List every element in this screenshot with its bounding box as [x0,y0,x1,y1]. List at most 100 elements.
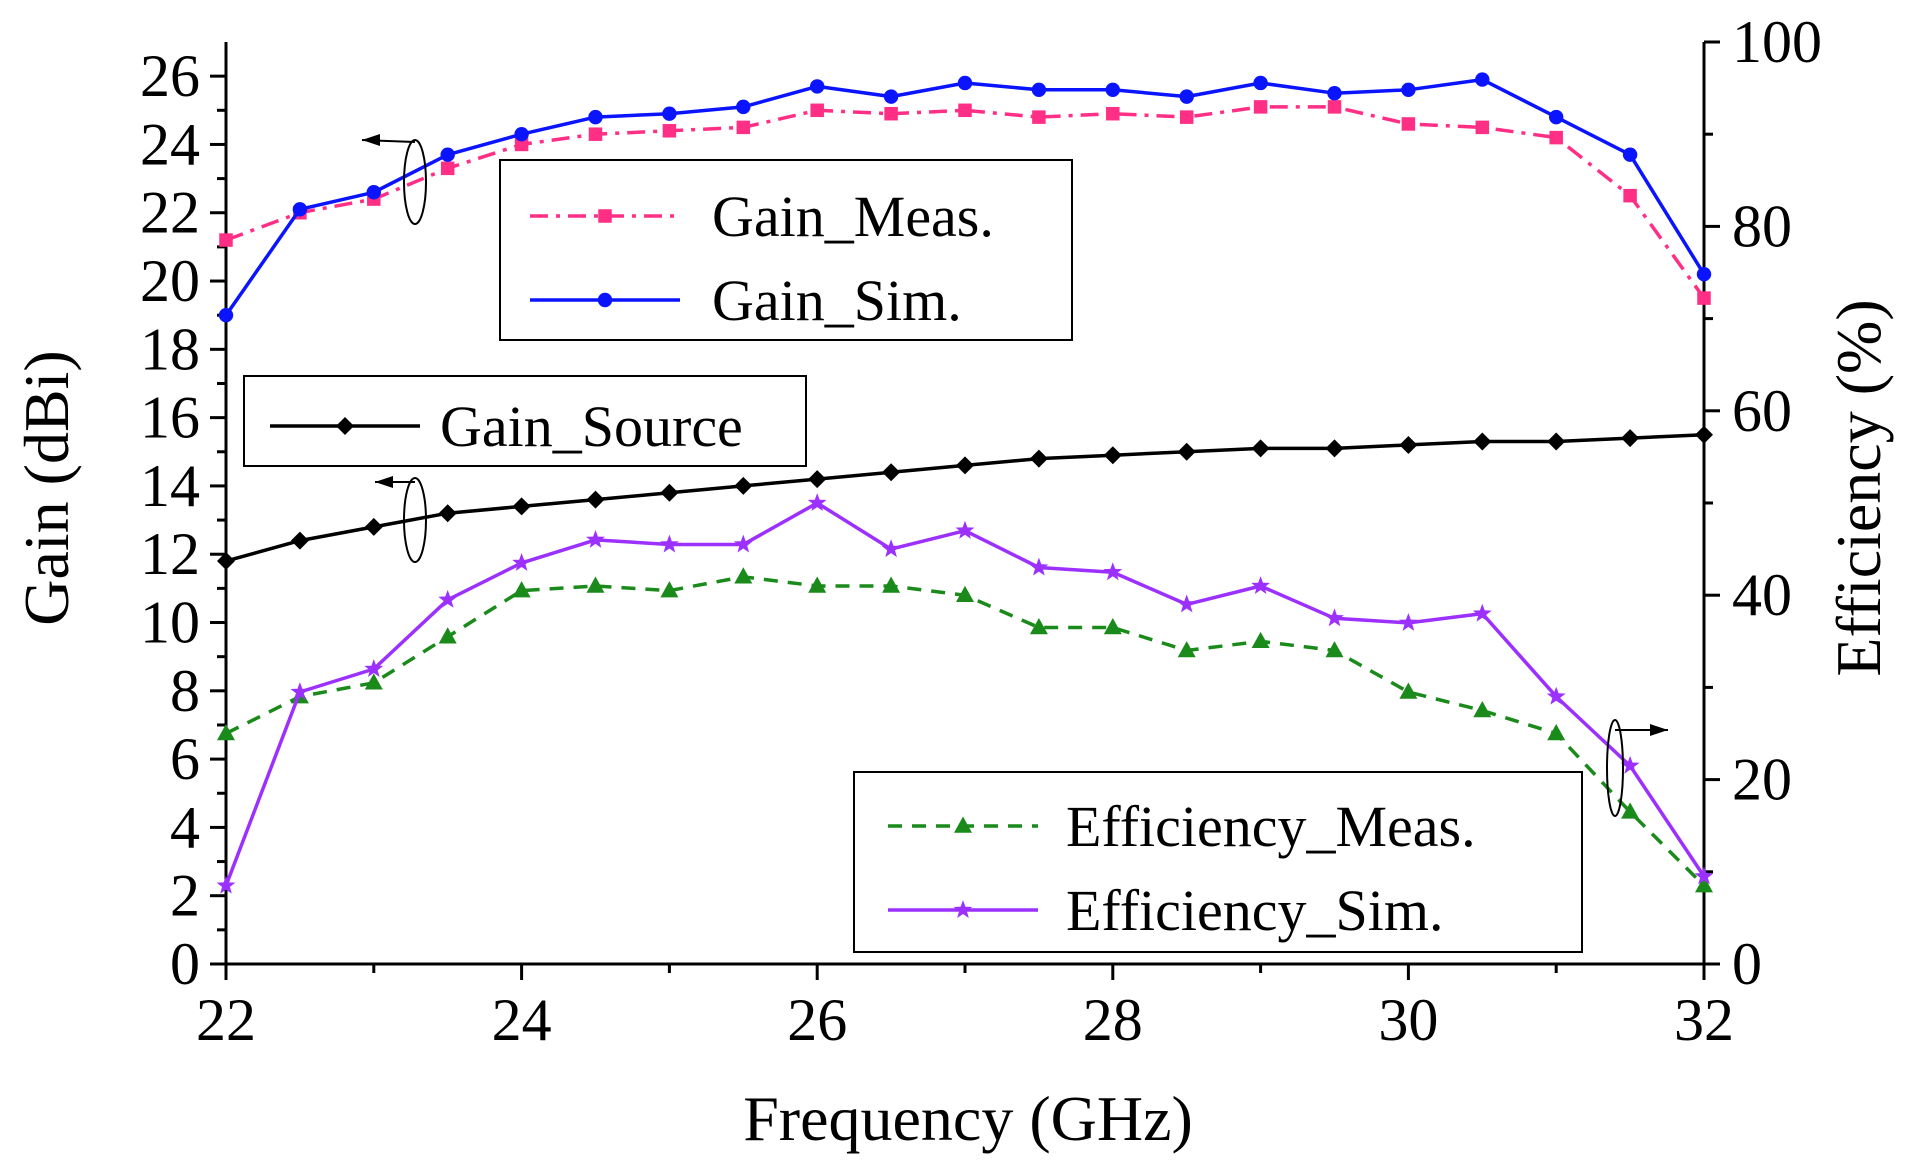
data-point [1103,562,1123,581]
data-point [882,463,901,482]
data-point [662,106,677,121]
data-point [1177,594,1197,613]
y-right-tick-label: 80 [1732,193,1792,259]
data-point [1473,432,1492,451]
y-right-tick-label: 100 [1732,9,1822,75]
y-left-tick-label: 24 [140,111,200,177]
data-point [514,127,529,142]
data-point [1177,641,1196,658]
data-point [1622,147,1638,162]
data-point [1695,876,1713,893]
legend-box [499,159,1073,341]
legend-gain: Gain_Meas. Gain_Sim. [499,159,1073,341]
data-point [958,103,972,118]
data-point [290,682,310,700]
y-left-tick-label: 6 [170,726,200,792]
data-point [1106,106,1120,121]
y-axis-left-title: Gain (dBi) [11,350,82,626]
data-point [1325,439,1344,458]
data-point [956,585,974,602]
data-point [956,456,974,475]
data-point [219,233,233,247]
x-tick-label: 32 [1674,987,1734,1053]
data-point [1105,82,1121,98]
y-left-tick-label: 16 [140,385,200,451]
data-point [1031,82,1047,98]
legend-gain-source: Gain_Source [243,375,807,467]
data-point [660,581,679,598]
annotation-arrowhead [1650,724,1668,736]
data-point [586,490,605,509]
data-point [808,470,827,489]
y-axis-right-title: Efficiency (%) [1823,299,1894,676]
y-right-tick-label: 60 [1732,378,1792,444]
legend-swatch-marker [954,816,972,833]
legend-swatch-marker [953,900,973,918]
data-point [366,185,381,200]
data-point [1399,613,1418,631]
y-left-tick-label: 26 [140,43,200,109]
data-point [216,875,236,894]
annotation-arrowhead [362,134,380,146]
data-point [1621,802,1640,819]
data-point [1401,82,1416,98]
data-point [1179,89,1194,104]
data-point [1253,100,1268,114]
data-point [1029,557,1049,576]
y-left-tick-label: 10 [140,590,200,656]
data-point [660,534,679,553]
data-point [1472,603,1492,622]
annotation-ellipse [403,139,427,225]
data-point [1620,755,1640,774]
series-gain-source [217,425,1713,571]
legends: Gain_Meas. Gain_Sim. Gain_Source Efficiency… [243,159,1583,953]
data-point [1251,631,1270,649]
y-left-tick-label: 2 [170,863,200,929]
data-point [881,539,901,558]
data-point [882,576,901,593]
data-point [883,89,899,104]
data-point [1251,439,1270,458]
y-left-tick-label: 20 [140,248,200,314]
legend-swatch-marker [597,292,613,308]
data-point [1475,120,1490,135]
data-point [1621,429,1640,448]
data-point [440,161,455,176]
data-point [588,109,603,125]
data-point [1697,291,1711,305]
legend-label: Efficiency_Sim. [1066,878,1443,943]
data-point [586,530,605,548]
data-point [1547,724,1566,741]
x-axis-title: Frequency (GHz) [743,1083,1193,1154]
data-point [512,581,531,598]
data-point [808,576,827,593]
data-point [1696,267,1712,282]
data-point [1399,435,1418,454]
data-point [1546,686,1566,705]
axis-association-annotations [361,134,1668,817]
data-point [807,493,827,511]
data-point [588,127,603,141]
data-point [512,553,531,571]
annotation-arrowhead [375,476,393,488]
data-point [810,79,825,94]
x-tick-label: 24 [492,987,552,1053]
y-left-tick-label: 8 [170,658,200,724]
data-point [1473,701,1492,718]
data-point [1251,576,1270,594]
gain-source-left-axis-marker [375,476,427,563]
data-point [1325,641,1344,658]
data-point [438,504,457,523]
data-point [1327,100,1342,114]
data-point [1179,110,1194,124]
data-point [1549,109,1564,125]
data-point [1032,110,1046,124]
data-point [514,137,529,152]
data-point [734,567,753,584]
data-point [364,517,383,536]
data-point [218,307,234,323]
y-right-tick-label: 20 [1732,747,1792,813]
x-tick-label: 28 [1083,987,1143,1053]
data-point [734,476,753,495]
